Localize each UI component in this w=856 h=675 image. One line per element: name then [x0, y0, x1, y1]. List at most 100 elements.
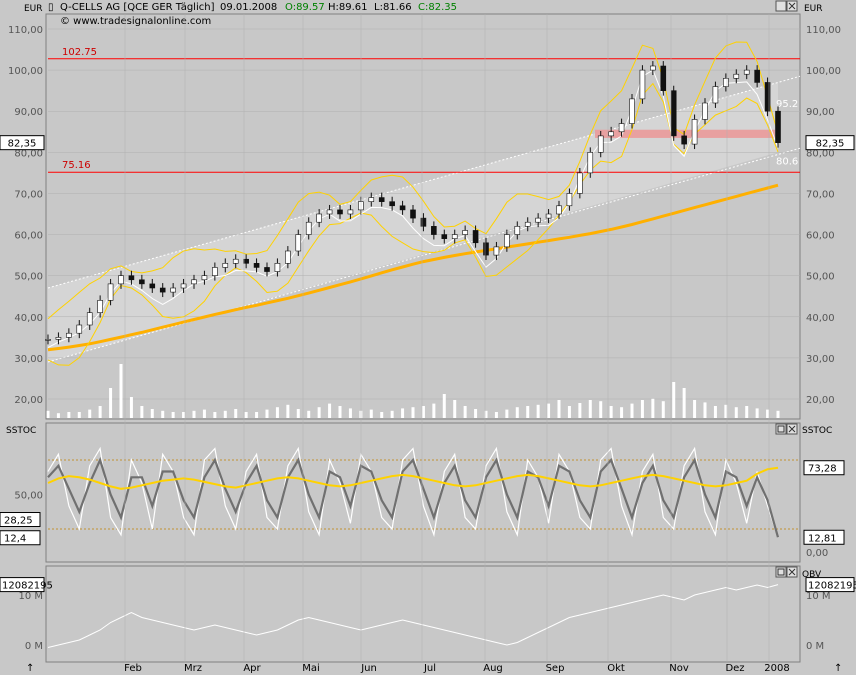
candle-body: [389, 201, 395, 207]
volume-bar: [734, 407, 738, 418]
candle-body: [420, 217, 427, 227]
x-tick-label: Jun: [360, 663, 377, 674]
volume-bar: [536, 404, 540, 418]
x-tick-label: Okt: [607, 663, 625, 674]
moving-average-line: [47, 183, 779, 352]
y-tick-label: 20,00: [14, 395, 43, 406]
source-label: © www.tradesignalonline.com: [60, 16, 211, 27]
header-close: C:82.35: [418, 2, 457, 13]
candle-body: [681, 135, 687, 145]
volume-bar: [474, 409, 478, 418]
candle-body: [170, 287, 176, 293]
volume-bar: [255, 412, 259, 418]
candle-body: [118, 275, 124, 285]
header-open: O:89.57: [285, 2, 325, 13]
candle-body: [107, 283, 114, 301]
stoch-value-box: [803, 529, 845, 545]
volume-bar: [171, 412, 175, 418]
instrument-name: Q-CELLS AG [QCE GER Täglich]: [60, 2, 215, 13]
volume-bar: [328, 403, 332, 418]
volume-bar: [202, 409, 206, 418]
window-restore-icon[interactable]: [775, 0, 787, 12]
x-tick-label: Feb: [124, 663, 142, 674]
candle-body: [305, 221, 312, 235]
candle-body: [264, 267, 270, 272]
stoch-layer: 0,00 50,00 28,25 12,4 73,28 12,81: [0, 446, 845, 559]
obv-panel: [45, 565, 801, 663]
x-tick-label: Jul: [423, 663, 436, 674]
bollinger-lower: [47, 82, 779, 366]
volume-bar: [213, 412, 217, 418]
volume-bar: [46, 410, 50, 418]
candle-body: [702, 102, 708, 120]
volume-bar: [578, 403, 582, 418]
price-panel: [45, 13, 801, 420]
candle-body: [410, 209, 416, 219]
volume-bar: [390, 410, 394, 418]
y-tick-label: 70,00: [14, 189, 43, 200]
restore-icon[interactable]: [775, 566, 787, 578]
volume-bar: [369, 409, 373, 418]
volume-bar: [275, 407, 279, 418]
y-tick-label: 50,00: [14, 272, 43, 283]
stoch-panel-controls[interactable]: [775, 423, 798, 435]
x-tick-label: Aug: [483, 663, 503, 674]
channel-lower-line: [47, 147, 801, 363]
candle-body: [451, 234, 458, 239]
volume-bar: [599, 401, 603, 418]
volume-bar: [307, 410, 311, 418]
stoch-slow-line: [47, 456, 780, 538]
candle-body: [650, 65, 656, 71]
candle-body: [128, 275, 135, 281]
x-tick-label: Dez: [725, 663, 744, 674]
chart-icon: ▯: [48, 2, 54, 13]
volume-bar: [411, 407, 415, 418]
volume-bar: [150, 409, 154, 418]
candle-body: [712, 86, 719, 104]
volume-bar: [286, 404, 290, 418]
candle-body: [431, 226, 437, 235]
candle-body: [97, 300, 103, 313]
y-tick-label: 50,00: [806, 272, 835, 283]
candle-body: [316, 213, 322, 223]
candle-body: [243, 258, 249, 264]
candle-body: [159, 287, 166, 293]
y-tick-label: 30,00: [806, 354, 835, 365]
candle-body: [754, 69, 760, 83]
volume-bar: [234, 409, 238, 418]
volume-bar: [682, 388, 686, 418]
volume-bar: [88, 409, 92, 418]
volume-bar: [484, 410, 488, 418]
volume-bar: [515, 407, 519, 418]
candle-body: [285, 250, 291, 264]
candle-body: [222, 263, 229, 268]
volume-bar: [192, 410, 196, 418]
price-layer: 20,00 20,00 30,00 30,00 40,00 40,00 50,00 50,00…: [0, 25, 855, 418]
volume-bar: [265, 409, 269, 418]
y-tick-label: 60,00: [14, 231, 43, 242]
bollinger-middle: [47, 69, 779, 349]
volume-bar: [296, 409, 300, 418]
candle-body: [504, 234, 510, 248]
candle-body: [368, 197, 375, 202]
volume-bar: [766, 409, 770, 418]
candle-body: [577, 172, 583, 194]
restore-icon[interactable]: [775, 423, 787, 435]
y-tick-label: 40,00: [806, 313, 835, 324]
volume-bar: [119, 364, 123, 418]
volume-bar: [567, 406, 571, 418]
obv-panel-controls[interactable]: [775, 566, 798, 578]
scroll-up-arrow-left[interactable]: ↑: [26, 663, 34, 674]
scroll-up-arrow-right[interactable]: ↑: [834, 663, 842, 674]
obv-label-right: OBV: [802, 570, 822, 580]
candle-body: [378, 197, 385, 202]
stoch-value-box: [803, 460, 845, 476]
obv-value-label: 12082195: [2, 581, 53, 592]
candle-body: [483, 242, 489, 256]
obv-value-label: 12082195: [808, 581, 856, 592]
volume-bar: [442, 394, 446, 418]
volume-bar: [182, 412, 186, 418]
candle-body: [212, 267, 218, 276]
